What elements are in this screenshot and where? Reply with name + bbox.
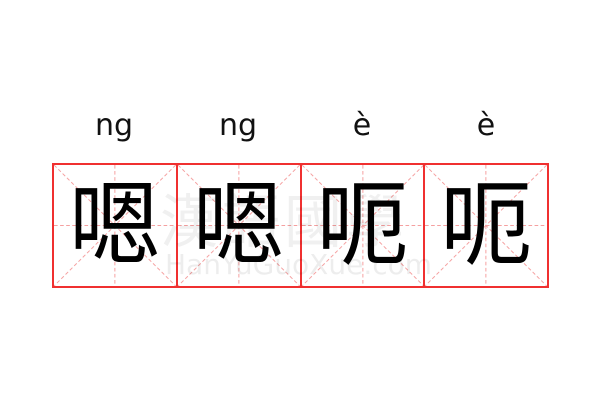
pinyin-label: ng	[218, 108, 258, 143]
character: 嗯	[68, 171, 161, 279]
pinyin-label: è	[476, 108, 496, 143]
guide-lines	[301, 165, 424, 286]
character-cell: 呃	[301, 165, 426, 286]
pinyin-label: ng	[94, 108, 134, 143]
character: 呃	[316, 171, 409, 279]
guide-lines	[54, 165, 176, 286]
watermark-chinese: 漢語國學	[160, 188, 409, 256]
character: 嗯	[192, 171, 285, 279]
watermark-latin: HanYuGuoXue.com	[165, 248, 433, 281]
character-cell: 嗯	[177, 165, 302, 286]
character: 呃	[440, 171, 533, 279]
guide-lines	[425, 165, 547, 286]
character-cell: 呃	[425, 165, 547, 286]
character-cell: 嗯	[54, 165, 178, 286]
guide-lines	[177, 165, 300, 286]
pinyin-label: è	[352, 108, 372, 143]
character-grid: 嗯 嗯 呃 呃	[52, 163, 549, 288]
